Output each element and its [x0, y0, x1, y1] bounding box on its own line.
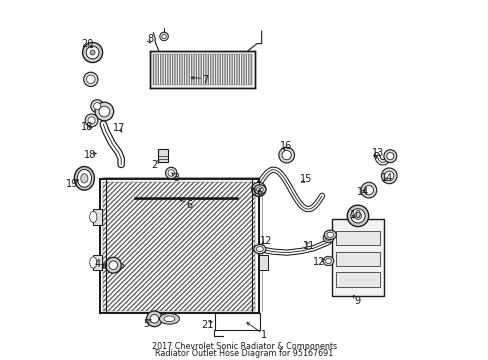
Text: 11: 11 [303, 240, 315, 251]
Bar [331, 219, 383, 296]
Bar [149, 51, 255, 88]
Circle shape [160, 32, 168, 41]
Circle shape [82, 42, 102, 63]
Circle shape [360, 182, 376, 198]
Ellipse shape [323, 233, 333, 243]
Ellipse shape [81, 174, 88, 183]
Text: 21: 21 [201, 320, 213, 330]
Circle shape [90, 50, 95, 55]
Circle shape [282, 150, 291, 160]
Text: 15: 15 [299, 174, 311, 184]
Circle shape [168, 170, 174, 176]
Text: 16: 16 [279, 141, 291, 151]
Text: 19: 19 [66, 179, 78, 189]
Ellipse shape [74, 167, 94, 190]
Circle shape [386, 153, 393, 160]
Text: 18: 18 [81, 122, 93, 131]
Ellipse shape [77, 170, 91, 187]
Text: Radiator Outlet Hose Diagram for 95167691: Radiator Outlet Hose Diagram for 9516769… [155, 349, 333, 358]
Text: 13: 13 [371, 148, 383, 158]
Ellipse shape [89, 257, 97, 268]
Bar [231, 314, 258, 327]
Circle shape [94, 103, 101, 110]
Bar [152, 54, 252, 85]
Circle shape [251, 182, 265, 197]
Text: 16: 16 [251, 188, 264, 198]
Bar [103, 182, 255, 311]
Text: 5: 5 [143, 319, 149, 329]
Text: 3: 3 [173, 173, 179, 183]
Text: 7: 7 [202, 75, 208, 85]
Ellipse shape [256, 247, 263, 252]
Bar [258, 255, 267, 270]
Ellipse shape [253, 244, 265, 254]
Text: 6: 6 [185, 200, 192, 210]
Circle shape [83, 72, 98, 86]
Ellipse shape [325, 235, 331, 240]
Bar [157, 149, 167, 162]
Circle shape [88, 117, 95, 124]
Circle shape [162, 34, 166, 39]
Ellipse shape [256, 187, 263, 192]
Circle shape [146, 311, 162, 327]
Text: 12: 12 [313, 257, 325, 267]
Bar [215, 313, 259, 330]
Circle shape [165, 167, 177, 179]
Ellipse shape [325, 258, 331, 264]
Circle shape [86, 46, 99, 59]
Circle shape [95, 102, 113, 121]
Circle shape [99, 106, 109, 117]
Bar [100, 179, 258, 314]
Circle shape [364, 185, 373, 195]
Ellipse shape [323, 256, 333, 266]
Circle shape [384, 171, 393, 180]
Circle shape [109, 261, 118, 270]
Text: 14: 14 [356, 187, 368, 197]
Bar [335, 231, 380, 245]
Bar [93, 255, 102, 270]
Text: 20: 20 [81, 39, 93, 49]
Ellipse shape [253, 185, 265, 194]
Circle shape [381, 168, 396, 184]
Text: 1: 1 [261, 330, 266, 340]
Circle shape [346, 205, 368, 226]
Text: 14: 14 [381, 173, 393, 183]
Ellipse shape [324, 230, 336, 239]
Text: 12: 12 [259, 236, 272, 246]
Circle shape [383, 150, 396, 163]
Ellipse shape [102, 262, 124, 270]
Text: 18: 18 [84, 150, 96, 160]
Circle shape [86, 75, 95, 84]
Bar [335, 252, 380, 266]
Text: 9: 9 [354, 296, 360, 306]
Circle shape [278, 147, 294, 163]
Ellipse shape [164, 316, 174, 322]
Text: 4: 4 [95, 260, 101, 270]
Ellipse shape [326, 232, 333, 237]
Circle shape [91, 100, 103, 113]
Circle shape [354, 212, 361, 220]
Text: 2: 2 [151, 160, 157, 170]
Circle shape [105, 257, 121, 273]
Text: 17: 17 [112, 123, 124, 133]
Text: 10: 10 [349, 210, 362, 220]
Bar [93, 209, 102, 225]
Ellipse shape [89, 211, 97, 223]
Circle shape [254, 185, 263, 194]
Text: 8: 8 [147, 34, 153, 44]
Bar [335, 273, 380, 287]
Text: 2017 Chevrolet Sonic Radiator & Components: 2017 Chevrolet Sonic Radiator & Componen… [152, 342, 336, 351]
Circle shape [85, 114, 98, 127]
Ellipse shape [159, 314, 179, 324]
Circle shape [150, 315, 159, 323]
Circle shape [350, 209, 365, 223]
